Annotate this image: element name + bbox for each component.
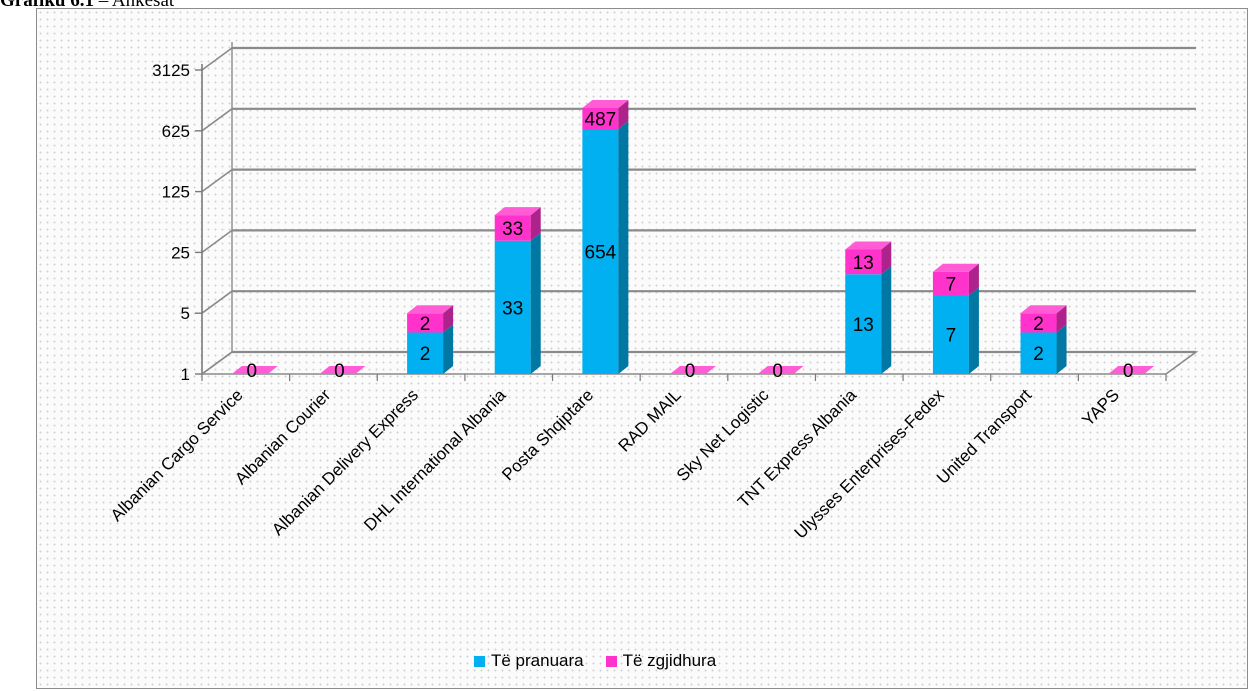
bar-series-1-side — [443, 324, 454, 374]
y-tick-label: 5 — [181, 304, 190, 323]
x-tick-label: Ulysses Enterprises-Fedex — [791, 385, 948, 542]
data-label: 0 — [685, 361, 696, 382]
gridline-side — [201, 108, 233, 132]
legend-item-series-1: Të pranuara — [474, 651, 584, 671]
bar-top — [670, 366, 716, 374]
bar-series-1 — [407, 332, 444, 374]
data-label: 0 — [334, 361, 345, 382]
x-tick-label: RAD MAIL — [615, 385, 685, 455]
data-label: 0 — [1123, 361, 1134, 382]
bar-series-2-side — [618, 100, 629, 130]
gridline-side — [201, 290, 233, 314]
bar-top — [494, 207, 541, 216]
bar-series-1-side — [618, 121, 629, 374]
y-tick-label: 3125 — [152, 61, 190, 80]
bar-series-1-side — [881, 266, 892, 374]
gridline-side — [201, 47, 233, 71]
bar-series-2 — [1020, 313, 1057, 333]
x-tick-label: Posta Shqiptare — [498, 385, 597, 484]
bar-series-2-side — [530, 207, 541, 241]
bar-series-2 — [494, 215, 531, 241]
bar-top — [231, 366, 278, 374]
bar-top — [319, 366, 366, 374]
figure-heading: Grafiku 6.1 – Ankesat — [0, 0, 174, 12]
legend-label-series-1: Të pranuara — [491, 651, 584, 670]
y-tick-label: 25 — [171, 243, 190, 262]
bar-series-2 — [845, 249, 882, 275]
bar-series-2 — [582, 108, 619, 130]
figure-title: – Ankesat — [98, 0, 175, 11]
bar-series-1 — [1020, 332, 1057, 374]
bar-series-1 — [932, 295, 969, 374]
bar-series-1-side — [530, 232, 541, 374]
bar-series-1-side — [968, 287, 979, 374]
bar-series-1 — [845, 274, 882, 374]
data-label-series-1: 2 — [420, 344, 431, 365]
figure-number: Grafiku 6.1 — [0, 0, 94, 11]
x-tick-label: YAPS — [1078, 385, 1123, 430]
data-label-series-2: 7 — [946, 275, 957, 296]
x-tick-label: Albanian Courier — [231, 385, 334, 488]
data-label: 0 — [772, 361, 783, 382]
legend: Të pranuara Të zgjidhura — [474, 651, 716, 671]
x-tick-label: Albanian Cargo Service — [107, 385, 247, 525]
bar-top — [932, 263, 979, 272]
legend-swatch-series-2 — [605, 655, 617, 667]
bar-series-2-side — [968, 263, 979, 296]
bar-top — [845, 241, 892, 250]
data-label-series-2: 487 — [585, 110, 617, 131]
bar-series-2-side — [443, 305, 454, 333]
data-label: 0 — [247, 361, 258, 382]
x-tick-label: Sky Net Logistic — [673, 385, 773, 485]
bar-top — [1108, 366, 1155, 374]
bar-top — [757, 366, 804, 374]
data-label-series-1: 654 — [585, 243, 617, 264]
floor — [199, 351, 1199, 375]
data-label-series-1: 2 — [1033, 344, 1044, 365]
bar-top — [407, 305, 454, 314]
bar-series-2-side — [881, 241, 892, 275]
x-tick-label: DHL International Albania — [360, 385, 510, 535]
bar-series-2 — [932, 271, 969, 296]
bar-series-2-side — [1056, 305, 1067, 333]
bar-top — [582, 100, 629, 109]
data-label-series-1: 33 — [502, 298, 523, 319]
bar-series-2 — [407, 313, 444, 333]
data-label-series-2: 13 — [853, 253, 874, 274]
y-tick-label: 625 — [162, 122, 190, 141]
data-label-series-2: 2 — [420, 314, 431, 335]
legend-item-series-2: Të zgjidhura — [605, 651, 717, 671]
gridline-side — [201, 229, 233, 254]
gridline-side — [201, 168, 233, 193]
y-tick-label: 125 — [162, 183, 190, 202]
data-label-series-2: 2 — [1033, 314, 1044, 335]
x-tick-label: Albanian Delivery Express — [268, 385, 422, 539]
x-tick-label: United Transport — [933, 385, 1035, 487]
bar-series-1 — [494, 240, 531, 374]
legend-label-series-2: Të zgjidhura — [622, 651, 717, 670]
data-label-series-1: 7 — [946, 326, 957, 347]
legend-swatch-series-1 — [474, 655, 485, 667]
bar-series-1-side — [1056, 324, 1067, 374]
bar-top — [1020, 305, 1067, 314]
bar-series-1 — [582, 129, 619, 374]
y-tick-label: 1 — [181, 365, 190, 384]
data-label-series-2: 33 — [502, 219, 523, 240]
data-label-series-1: 13 — [853, 315, 874, 336]
